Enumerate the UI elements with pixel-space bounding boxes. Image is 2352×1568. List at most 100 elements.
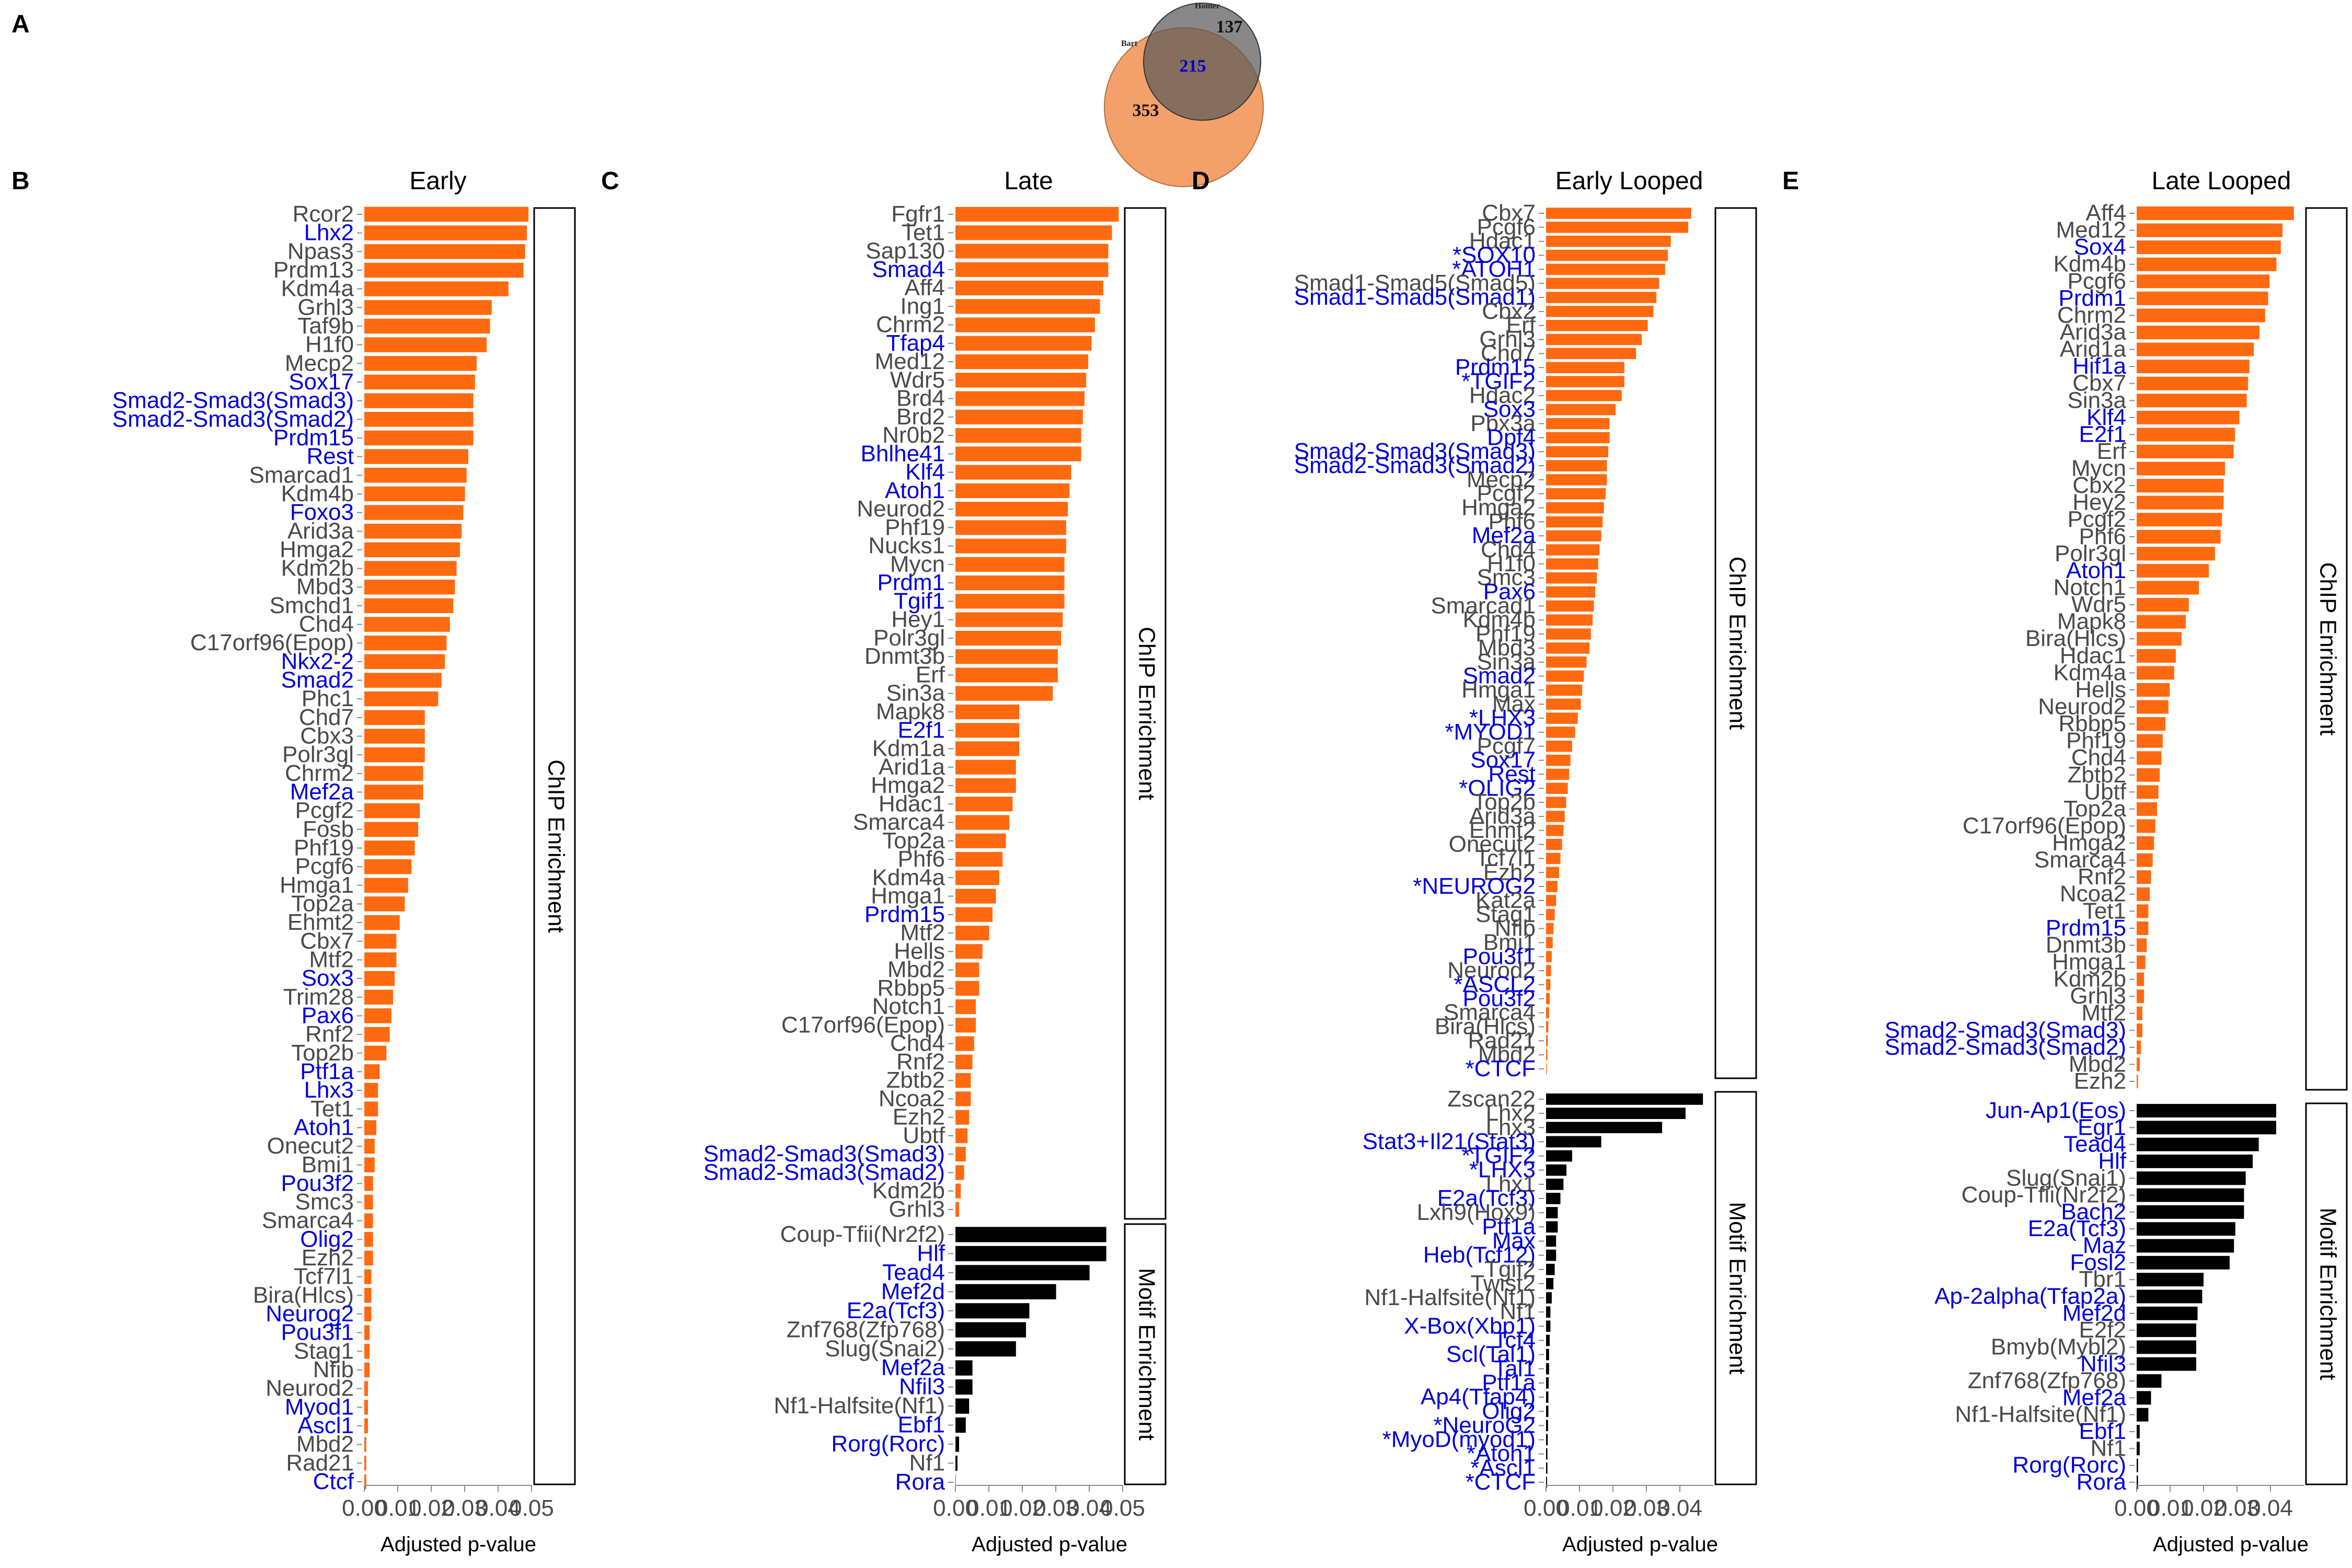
category-label: Mbd3 bbox=[296, 574, 354, 599]
bar bbox=[364, 859, 412, 874]
bar bbox=[364, 505, 464, 520]
bar bbox=[1546, 1306, 1551, 1318]
category-label: Pcgf6 bbox=[295, 854, 354, 879]
category-label: Atoh1 bbox=[885, 478, 945, 503]
bar bbox=[1546, 1348, 1549, 1361]
bar bbox=[1546, 797, 1566, 808]
bar bbox=[1546, 867, 1559, 879]
bar bbox=[1546, 881, 1558, 892]
bar bbox=[955, 1110, 970, 1125]
category-label: Prdm1 bbox=[2058, 285, 2126, 311]
bar bbox=[2137, 529, 2221, 544]
bar bbox=[2137, 1408, 2149, 1422]
bar bbox=[2137, 291, 2268, 305]
bar bbox=[364, 1437, 366, 1452]
bar bbox=[364, 654, 445, 670]
panel-title: Early Looped bbox=[1555, 167, 1703, 195]
bar bbox=[364, 281, 509, 296]
bar bbox=[2137, 989, 2145, 1004]
bar bbox=[2137, 649, 2176, 663]
category-label: Chd7 bbox=[1481, 340, 1536, 366]
category-label: Ascl1 bbox=[297, 1413, 354, 1438]
bar bbox=[1546, 768, 1570, 780]
bar bbox=[2137, 683, 2170, 697]
category-label: Mef2d bbox=[881, 1278, 945, 1304]
bar bbox=[364, 561, 457, 576]
category-label: E2f1 bbox=[897, 717, 945, 743]
bar bbox=[364, 1306, 372, 1322]
bar bbox=[2137, 717, 2165, 731]
venn-left-only-count: 353 bbox=[1133, 101, 1159, 120]
bar bbox=[2137, 547, 2215, 561]
category-label: Lhx1 bbox=[1486, 1171, 1536, 1197]
category-label: Tead4 bbox=[2063, 1132, 2126, 1157]
bar bbox=[2137, 1121, 2276, 1135]
bar bbox=[1546, 993, 1550, 1005]
bar bbox=[2137, 1023, 2142, 1037]
bar bbox=[955, 354, 1089, 370]
bar bbox=[2137, 376, 2249, 390]
category-label: Top2a bbox=[882, 828, 945, 854]
category-label: Prdm15 bbox=[864, 902, 945, 927]
bar bbox=[364, 1474, 366, 1490]
bar bbox=[364, 766, 423, 781]
x-tick-label: 0.02 bbox=[2181, 1495, 2226, 1521]
category-label: Nf1-Halfsite(Nf1) bbox=[774, 1393, 945, 1419]
bar bbox=[955, 649, 1058, 664]
category-label: Cbx3 bbox=[300, 723, 354, 749]
category-label: Stat3+Il21(Stat3) bbox=[1363, 1128, 1536, 1154]
category-label: Nf1-Halfsite(Nf1) bbox=[1364, 1285, 1536, 1310]
bar bbox=[1546, 1405, 1549, 1417]
bar bbox=[955, 1183, 961, 1198]
category-label: Arid3a bbox=[2060, 319, 2127, 345]
category-label: Smad2-Smad3(Smad2) bbox=[1294, 453, 1536, 478]
bar bbox=[364, 1176, 373, 1191]
bar bbox=[2137, 444, 2234, 458]
bar bbox=[364, 225, 527, 240]
category-label: *ATOH1 bbox=[1452, 256, 1536, 282]
category-label: Phf19 bbox=[1475, 621, 1536, 647]
bar bbox=[2137, 1391, 2151, 1405]
category-label: Arid3a bbox=[287, 518, 354, 544]
category-label: Mef2d bbox=[2062, 1300, 2126, 1326]
category-label: Lhx3 bbox=[304, 1077, 354, 1103]
category-label: Hmga2 bbox=[2052, 830, 2126, 856]
bar bbox=[1546, 1093, 1703, 1105]
bar bbox=[1546, 754, 1571, 766]
category-label: Cbx7 bbox=[2072, 371, 2126, 396]
bar bbox=[2137, 1075, 2138, 1089]
bar bbox=[2137, 955, 2146, 970]
category-label: Arid1a bbox=[2060, 337, 2127, 362]
category-label: Nf1 bbox=[1500, 1299, 1536, 1324]
bar bbox=[1546, 376, 1624, 387]
bar bbox=[364, 1008, 391, 1023]
bar bbox=[364, 1138, 375, 1154]
bar bbox=[955, 1227, 1106, 1242]
bar bbox=[955, 520, 1066, 535]
bar bbox=[955, 1018, 976, 1033]
bar bbox=[955, 612, 1063, 627]
category-label: C17orf96(Epop) bbox=[781, 1012, 945, 1037]
category-label: Smchd1 bbox=[270, 593, 354, 618]
bar bbox=[364, 1213, 373, 1228]
category-label: Ubtf bbox=[2084, 779, 2126, 804]
category-label: Sin3a bbox=[2067, 387, 2126, 413]
category-label: Nf1 bbox=[909, 1450, 945, 1476]
category-label: Phf19 bbox=[294, 835, 354, 861]
category-label: *SOX10 bbox=[1452, 243, 1536, 268]
category-label: Bira(Hlcs) bbox=[253, 1282, 354, 1308]
bar bbox=[1546, 474, 1607, 486]
category-label: Notch1 bbox=[872, 994, 945, 1019]
bar bbox=[364, 542, 460, 558]
category-label: Stag1 bbox=[1475, 902, 1536, 927]
bar bbox=[2137, 1040, 2141, 1054]
category-label: Chd4 bbox=[299, 612, 354, 637]
bar bbox=[364, 915, 400, 930]
category-label: Top2a bbox=[291, 891, 354, 917]
category-label: Phf19 bbox=[885, 514, 945, 540]
category-label: Phf19 bbox=[2066, 728, 2126, 754]
category-label: Tfap4 bbox=[886, 330, 945, 356]
bar bbox=[1546, 418, 1610, 430]
x-tick-label: 0.05 bbox=[1100, 1495, 1145, 1521]
category-label: Grhl3 bbox=[1479, 327, 1536, 352]
